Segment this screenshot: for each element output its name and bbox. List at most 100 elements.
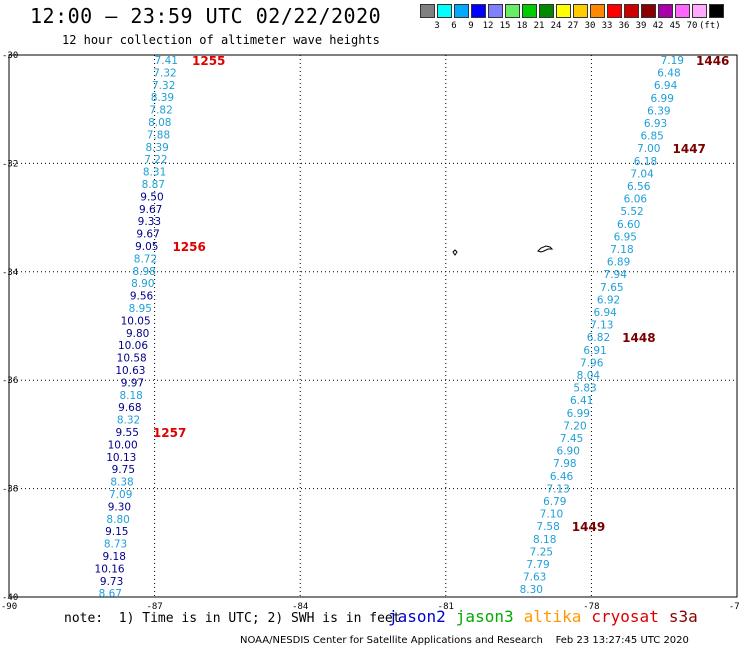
wave-height-label: 9.73 [100, 576, 123, 588]
wave-height-label: 8.08 [148, 117, 171, 129]
legend-label: 33 [601, 21, 613, 31]
wave-height-label: 6.06 [624, 194, 648, 206]
wave-height-label: 9.67 [136, 229, 159, 241]
y-tick-label: -38 [2, 485, 18, 495]
wave-height-label: 9.97 [121, 377, 144, 389]
x-tick-label: -90 [1, 602, 17, 612]
legend-label: 27 [567, 21, 579, 31]
legend-label: 24 [550, 21, 562, 31]
wave-height-label: 8.95 [129, 303, 152, 315]
wave-height-label: 8.18 [533, 534, 556, 546]
legend-swatch [624, 4, 639, 18]
wave-height-label: 5.83 [573, 383, 596, 395]
wave-height-label: 6.94 [654, 80, 678, 92]
legend-label: 9 [468, 21, 474, 31]
track-west: 7.417.327.328.397.828.087.888.397.228.31… [95, 54, 226, 600]
x-tick-label: -75 [729, 602, 740, 612]
pass-time-label: 1257 [153, 426, 186, 440]
note-text: note: 1) Time is in UTC; 2) SWH is in fe… [64, 611, 401, 626]
wave-height-label: 7.04 [630, 168, 654, 180]
wave-height-label: 7.79 [526, 559, 549, 571]
wave-height-label: 8.38 [110, 477, 133, 489]
wave-height-label: 9.05 [135, 241, 158, 253]
footer-credit: NOAA/NESDIS Center for Satellite Applica… [240, 635, 689, 646]
wave-height-label: 9.67 [139, 204, 162, 216]
axis-ticks: -30 -32 -34 -36 -38 -40-90 -87 -84 -81 -78 -75 [1, 51, 740, 612]
island-small [452, 249, 458, 256]
legend-swatch [573, 4, 588, 18]
wave-height-label: 8.04 [577, 370, 601, 382]
y-tick-label: -34 [2, 268, 18, 278]
wave-height-label: 6.99 [567, 408, 590, 420]
wave-height-label: 7.94 [604, 269, 628, 281]
wave-height-label: 7.88 [147, 129, 170, 141]
track-east: 7.196.486.946.996.396.936.857.006.187.04… [520, 54, 730, 596]
wave-height-label: 8.30 [520, 584, 543, 596]
x-tick-label: -78 [583, 602, 599, 612]
wave-height-label: 9.50 [140, 191, 163, 203]
legend-swatch [454, 4, 469, 18]
wave-height-label: 8.39 [145, 142, 168, 154]
legend-label: 3 [434, 21, 440, 31]
wave-height-label: 7.09 [109, 489, 132, 501]
wave-height-label: 9.55 [116, 427, 139, 439]
pass-time-label: 1255 [192, 54, 225, 68]
satellite-name: altika [523, 607, 582, 626]
y-tick-label: -30 [2, 51, 18, 61]
wave-height-label: 6.48 [657, 68, 680, 80]
legend-swatch [692, 4, 707, 18]
legend-label: 45 [669, 21, 681, 31]
wave-height-label: 9.33 [138, 216, 161, 228]
page-title: 12:00 – 23:59 UTC 02/22/2020 [30, 4, 382, 28]
wave-height-label: 6.56 [627, 181, 651, 193]
legend-label: 70 [686, 21, 698, 31]
wave-height-label: 10.05 [121, 315, 151, 327]
wave-height-label: 7.25 [530, 546, 553, 558]
wave-height-label: 7.19 [661, 55, 684, 67]
wave-height-label: 8.73 [104, 539, 127, 551]
wave-height-label: 9.75 [112, 464, 135, 476]
wave-height-label: 6.94 [593, 307, 617, 319]
wave-height-label: 7.13 [590, 320, 613, 332]
wave-height-label: 8.72 [134, 253, 157, 265]
satellite-legend: jason2 jason3 altika cryosat s3a [388, 607, 708, 626]
wave-height-label: 9.68 [118, 402, 141, 414]
legend-swatch [709, 4, 724, 18]
wave-height-label: 10.63 [115, 365, 145, 377]
wave-height-label: 8.90 [131, 278, 154, 290]
wave-height-label: 6.79 [543, 496, 566, 508]
legend-swatch [522, 4, 537, 18]
wave-height-label: 8.39 [151, 92, 174, 104]
pass-time-label: 1448 [622, 331, 655, 345]
wave-height-label: 7.41 [155, 55, 178, 67]
wave-height-label: 9.56 [130, 291, 154, 303]
legend-swatch [437, 4, 452, 18]
wave-height-label: 7.96 [580, 357, 604, 369]
wave-height-label: 7.20 [563, 420, 586, 432]
wave-height-label: 7.32 [153, 67, 176, 79]
y-tick-label: -32 [2, 159, 18, 169]
wave-height-label: 8.31 [143, 167, 166, 179]
legend-swatch [471, 4, 486, 18]
wave-height-label: 6.46 [550, 471, 574, 483]
wave-height-label: 9.18 [103, 551, 126, 563]
wave-height-label: 7.22 [144, 154, 167, 166]
legend-label: 21 [533, 21, 545, 31]
pass-time-label: 1256 [172, 240, 205, 254]
wave-height-label: 7.63 [523, 572, 546, 584]
wave-height-label: 6.60 [617, 219, 640, 231]
map-grid [8, 54, 738, 598]
legend-label: 30 [584, 21, 596, 31]
legend-label: 15 [499, 21, 511, 31]
pass-time-label: 1449 [572, 520, 605, 534]
wave-height-label: 8.67 [99, 588, 122, 600]
legend-swatch [607, 4, 622, 18]
wave-height-label: 10.16 [95, 563, 125, 575]
wave-height-label: 6.39 [647, 105, 670, 117]
pass-time-label: 1447 [673, 142, 706, 156]
island-large [537, 245, 554, 253]
wave-height-label: 8.18 [119, 390, 142, 402]
wave-height-label: 7.18 [610, 244, 633, 256]
wave-height-label: 8.32 [117, 415, 140, 427]
